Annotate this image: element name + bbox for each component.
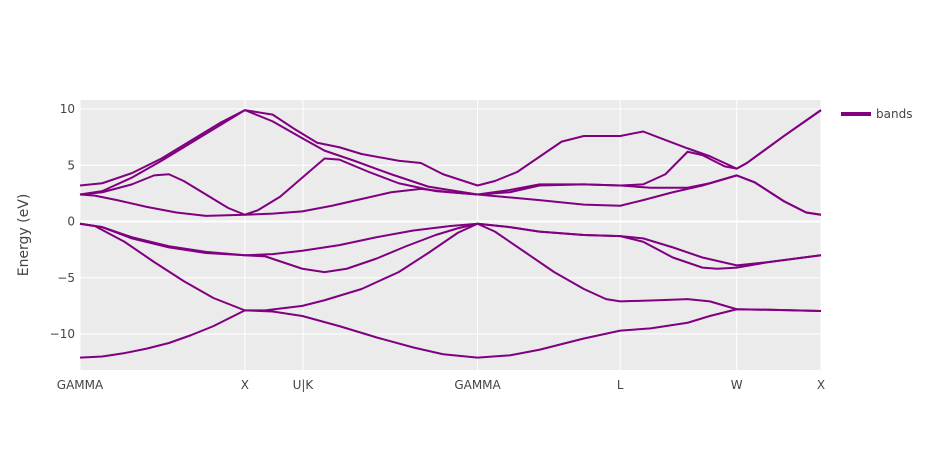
band-line-1 [79,308,822,359]
band-line-2 [79,222,822,312]
legend[interactable]: bands [841,107,912,121]
band-line-8 [79,109,822,216]
x-tick-label: L [617,378,624,392]
y-tick-label: 5 [67,158,75,172]
x-tick-label: X [817,378,825,392]
band-lines [79,109,822,359]
y-tick-label: 10 [60,102,75,116]
y-tick-label: −10 [50,327,75,341]
y-tick-label: −5 [57,271,75,285]
y-tick-label: 0 [67,215,75,229]
y-tick-labels: 10 5 0 −5 −10 [50,102,75,341]
band-line-4 [79,222,822,267]
x-tick-label: GAMMA [454,378,501,392]
x-tick-label: X [241,378,249,392]
band-line-6 [79,109,822,216]
plot-background [80,100,821,370]
x-tick-labels: GAMMA X U|K GAMMA L W X [57,378,825,392]
x-tick-label: GAMMA [57,378,104,392]
x-tick-label: W [731,378,743,392]
x-tick-label: U|K [293,378,315,392]
legend-label: bands [876,107,912,121]
grid-lines [79,100,822,370]
y-axis-title: Energy (eV) [16,194,32,277]
band-line-7 [79,109,822,187]
